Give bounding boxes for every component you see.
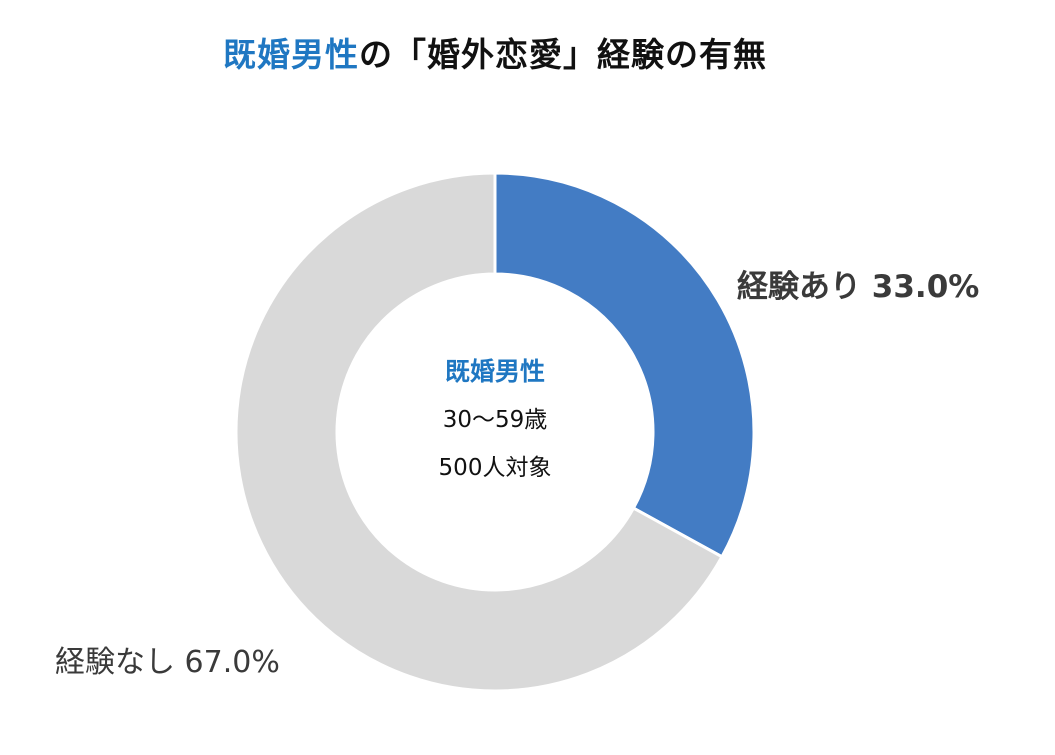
donut-labels: 経験あり 33.0% 経験なし 67.0%	[55, 269, 979, 680]
center-age: 30〜59歳	[442, 407, 548, 433]
slice-yes	[493, 171, 756, 559]
slice-no	[234, 171, 725, 693]
slice-label-no: 経験なし 67.0%	[55, 645, 280, 680]
chart-title: 既婚男性の「婚外恋愛」経験の有無	[0, 28, 990, 76]
center-title: 既婚男性	[444, 357, 545, 386]
center-sample: 500人対象	[438, 455, 552, 481]
donut-slices	[234, 171, 756, 693]
center-info: 既婚男性 30〜59歳 500人対象	[395, 352, 595, 496]
slice-label-yes: 経験あり 33.0%	[737, 269, 979, 305]
chart-title-rest: の「婚外恋愛」経験の有無	[359, 35, 767, 74]
chart-title-accent: 既婚男性	[223, 35, 359, 74]
